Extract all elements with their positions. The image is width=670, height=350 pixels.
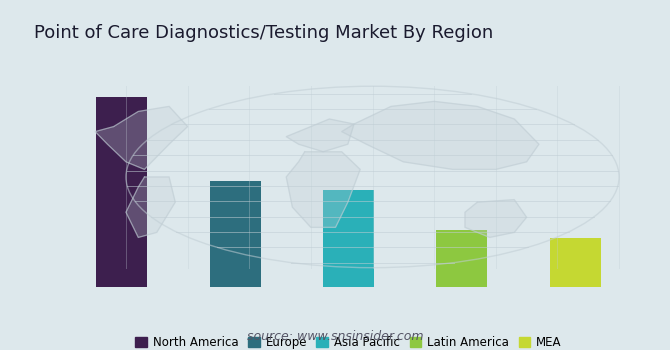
Text: Point of Care Diagnostics/Testing Market By Region: Point of Care Diagnostics/Testing Market… <box>34 25 492 42</box>
Bar <box>210 181 261 287</box>
Bar <box>436 230 487 287</box>
Polygon shape <box>95 106 188 169</box>
Polygon shape <box>342 102 539 169</box>
Legend: North America, Europe, Asia Pacific, Latin America, MEA: North America, Europe, Asia Pacific, Lat… <box>131 331 566 350</box>
Text: source: www.snsinsider.com: source: www.snsinsider.com <box>247 330 423 343</box>
Polygon shape <box>286 152 360 228</box>
Bar <box>96 97 147 287</box>
Bar <box>323 190 374 287</box>
Polygon shape <box>286 119 354 152</box>
Bar <box>549 238 601 287</box>
Polygon shape <box>465 199 527 237</box>
Polygon shape <box>126 177 176 237</box>
